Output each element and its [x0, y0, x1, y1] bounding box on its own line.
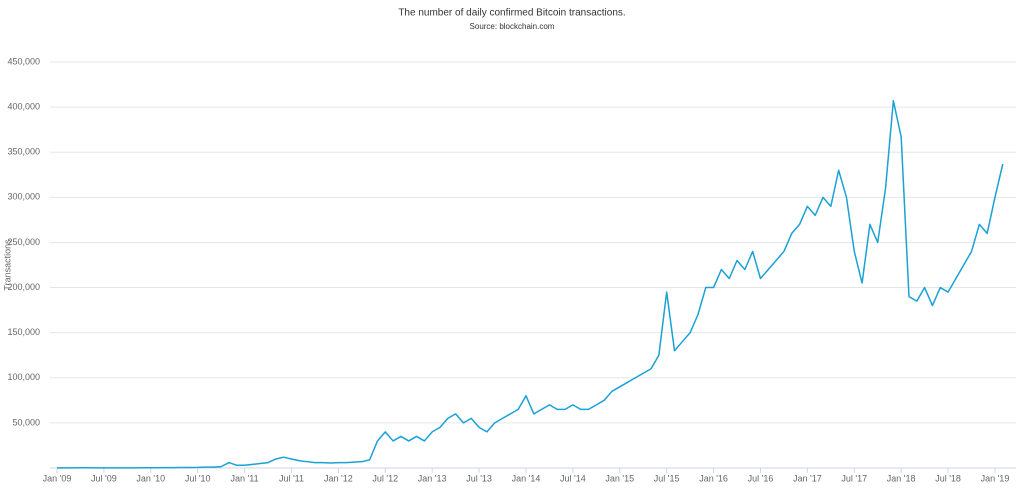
- y-tick-label: 50,000: [12, 417, 40, 427]
- series-line: [56, 100, 1004, 469]
- x-tick-label: Jul '18: [935, 473, 961, 483]
- chart-subtitle: The number of daily confirmed Bitcoin tr…: [398, 8, 625, 19]
- x-tick-label: Jan '18: [887, 473, 916, 483]
- y-tick-label: 450,000: [7, 56, 40, 66]
- x-tick-label: Jul '14: [560, 473, 586, 483]
- x-tick-label: Jan '09: [43, 473, 72, 483]
- x-tick-label: Jul '16: [748, 473, 774, 483]
- y-tick-label: 300,000: [7, 192, 40, 202]
- y-tick-label: 200,000: [7, 282, 40, 292]
- x-tick-label: Jan '19: [981, 473, 1010, 483]
- y-axis-label: Transactions: [2, 239, 12, 291]
- x-tick-label: Jul '17: [841, 473, 867, 483]
- x-tick-label: Jan '10: [136, 473, 165, 483]
- x-tick-label: Jan '11: [231, 473, 259, 483]
- x-tick-label: Jan '12: [324, 473, 353, 483]
- x-tick-label: Jan '13: [418, 473, 447, 483]
- x-tick-label: Jul '13: [466, 473, 492, 483]
- x-tick-label: Jan '14: [512, 473, 541, 483]
- y-tick-label: 400,000: [7, 101, 40, 111]
- x-tick-label: Jan '17: [793, 473, 822, 483]
- x-tick-label: Jul '11: [279, 473, 304, 483]
- x-tick-label: Jul '10: [185, 473, 211, 483]
- y-tick-label: 100,000: [7, 372, 40, 382]
- y-tick-label: 250,000: [7, 237, 40, 247]
- y-tick-label: 350,000: [7, 147, 40, 157]
- x-tick-label: Jan '15: [605, 473, 634, 483]
- x-tick-label: Jul '12: [372, 473, 398, 483]
- x-tick-label: Jan '16: [699, 473, 728, 483]
- y-tick-label: 150,000: [7, 327, 40, 337]
- chart-source: Source: blockchain.com: [470, 22, 555, 31]
- x-tick-label: Jul '09: [91, 473, 117, 483]
- x-tick-label: Jul '15: [654, 473, 680, 483]
